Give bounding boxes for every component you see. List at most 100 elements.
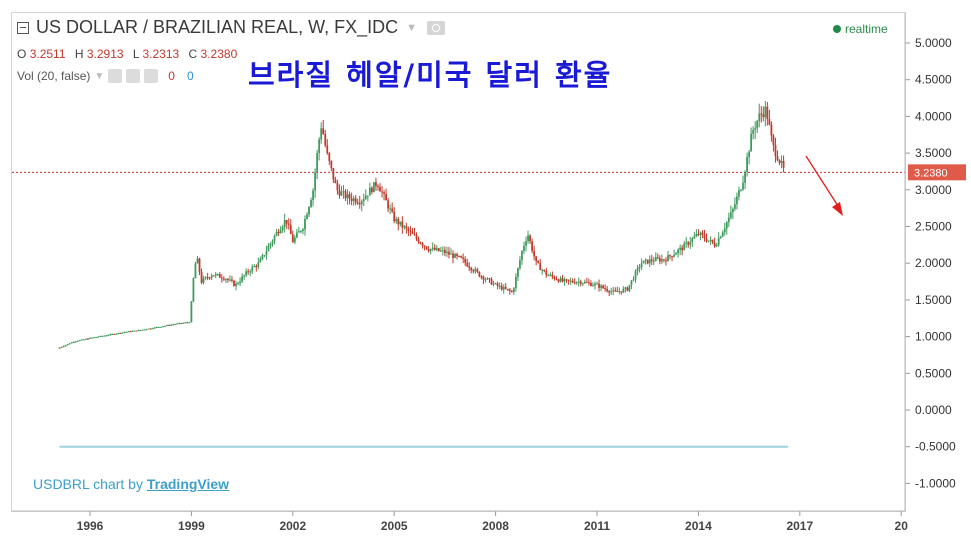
candle-body xyxy=(529,235,531,242)
tradingview-link[interactable]: TradingView xyxy=(146,476,230,492)
volume-value-b: 0 xyxy=(186,69,194,83)
realtime-label: realtime xyxy=(845,22,888,36)
gear-icon[interactable] xyxy=(126,69,141,83)
y-tick-label: 5.0000 xyxy=(915,36,952,50)
candle-body xyxy=(125,331,128,333)
candle-body xyxy=(754,128,757,130)
eye-icon[interactable] xyxy=(108,69,123,83)
x-tick-label: 2008 xyxy=(482,519,509,533)
low-value: 3.2313 xyxy=(142,47,180,61)
candle-body xyxy=(326,145,329,154)
candle-body xyxy=(496,283,499,287)
chevron-down-icon[interactable]: ▼ xyxy=(406,21,417,34)
candle-body xyxy=(719,236,722,239)
low-label: L xyxy=(132,47,140,61)
candle-body xyxy=(642,260,645,264)
candle-body xyxy=(624,287,627,289)
chevron-down-icon[interactable]: ▼ xyxy=(94,70,105,82)
candle-body xyxy=(738,190,740,197)
candle-body xyxy=(776,156,779,161)
volume-legend: Vol (20, false) ▼ 0 0 xyxy=(17,69,194,83)
candle-body xyxy=(366,195,369,197)
candle-body xyxy=(407,228,410,232)
candle-body xyxy=(156,327,158,329)
candle-body xyxy=(271,240,274,244)
candle-body xyxy=(604,288,607,290)
candle-body xyxy=(62,346,65,348)
candle-body xyxy=(433,247,436,250)
x-tick-label: 1996 xyxy=(77,519,104,533)
candle-body xyxy=(472,270,475,272)
candle-body xyxy=(153,327,156,329)
candle-body xyxy=(160,326,162,328)
candle-body xyxy=(456,253,458,256)
candle-body xyxy=(170,324,173,326)
high-label: H xyxy=(74,47,84,61)
candle-body xyxy=(559,278,562,282)
candle-body xyxy=(439,250,442,252)
candle-body xyxy=(198,258,201,272)
candle-body xyxy=(370,187,373,193)
candle-body xyxy=(123,332,126,334)
candle-body xyxy=(229,279,231,281)
candle-body xyxy=(723,228,726,233)
candle-body xyxy=(174,324,177,326)
eye-icon[interactable] xyxy=(426,20,445,35)
candle-body xyxy=(419,242,422,244)
candle-body xyxy=(632,279,635,281)
candle-body xyxy=(535,256,538,261)
candle-body xyxy=(693,236,696,239)
candle-body xyxy=(283,219,286,227)
chart-title-row: US DOLLAR / BRAZILIAN REAL, W, FX_IDC ▼ xyxy=(17,17,445,38)
candle-body xyxy=(368,187,371,196)
candle-body xyxy=(180,323,183,325)
price-candles xyxy=(58,100,785,349)
candle-body xyxy=(273,235,276,241)
candle-body xyxy=(460,256,463,258)
candle-body xyxy=(656,257,659,259)
candle-body xyxy=(468,266,471,268)
candle-body xyxy=(512,288,515,292)
candle-body xyxy=(182,322,185,324)
candle-body xyxy=(162,326,164,328)
y-tick-label: 3.0000 xyxy=(915,183,952,197)
candle-body xyxy=(663,259,665,261)
candle-body xyxy=(618,291,621,293)
candle-body xyxy=(579,281,582,284)
candle-body xyxy=(358,203,361,205)
candle-body xyxy=(269,243,272,247)
candle-body xyxy=(746,157,748,173)
candle-body xyxy=(729,212,732,218)
candle-body xyxy=(669,255,671,257)
last-price-badge: 3.2380 xyxy=(908,164,966,181)
candle-body xyxy=(557,279,560,282)
candle-body xyxy=(750,133,753,152)
candle-body xyxy=(567,279,570,281)
candle-body xyxy=(259,258,262,263)
candle-body xyxy=(76,340,79,342)
candle-body xyxy=(194,263,197,279)
candle-body xyxy=(352,198,355,201)
candle-body xyxy=(302,229,304,232)
candle-body xyxy=(569,280,572,282)
candle-body xyxy=(679,247,682,250)
candle-body xyxy=(695,233,698,237)
candle-body xyxy=(742,182,744,190)
candle-body xyxy=(216,273,219,275)
candle-body xyxy=(764,106,767,118)
candle-body xyxy=(411,231,414,234)
candle-body xyxy=(768,118,771,125)
candle-body xyxy=(131,330,134,332)
candle-body xyxy=(399,221,402,225)
arrowhead-icon xyxy=(832,202,843,216)
candle-body xyxy=(715,245,718,247)
close-icon[interactable] xyxy=(144,69,159,83)
candle-body xyxy=(72,341,75,343)
candle-body xyxy=(547,275,550,277)
collapse-icon[interactable] xyxy=(17,21,29,34)
high-value: 3.2913 xyxy=(86,47,124,61)
candle-body xyxy=(239,281,241,284)
candle-body xyxy=(308,207,310,215)
candle-body xyxy=(176,323,179,325)
